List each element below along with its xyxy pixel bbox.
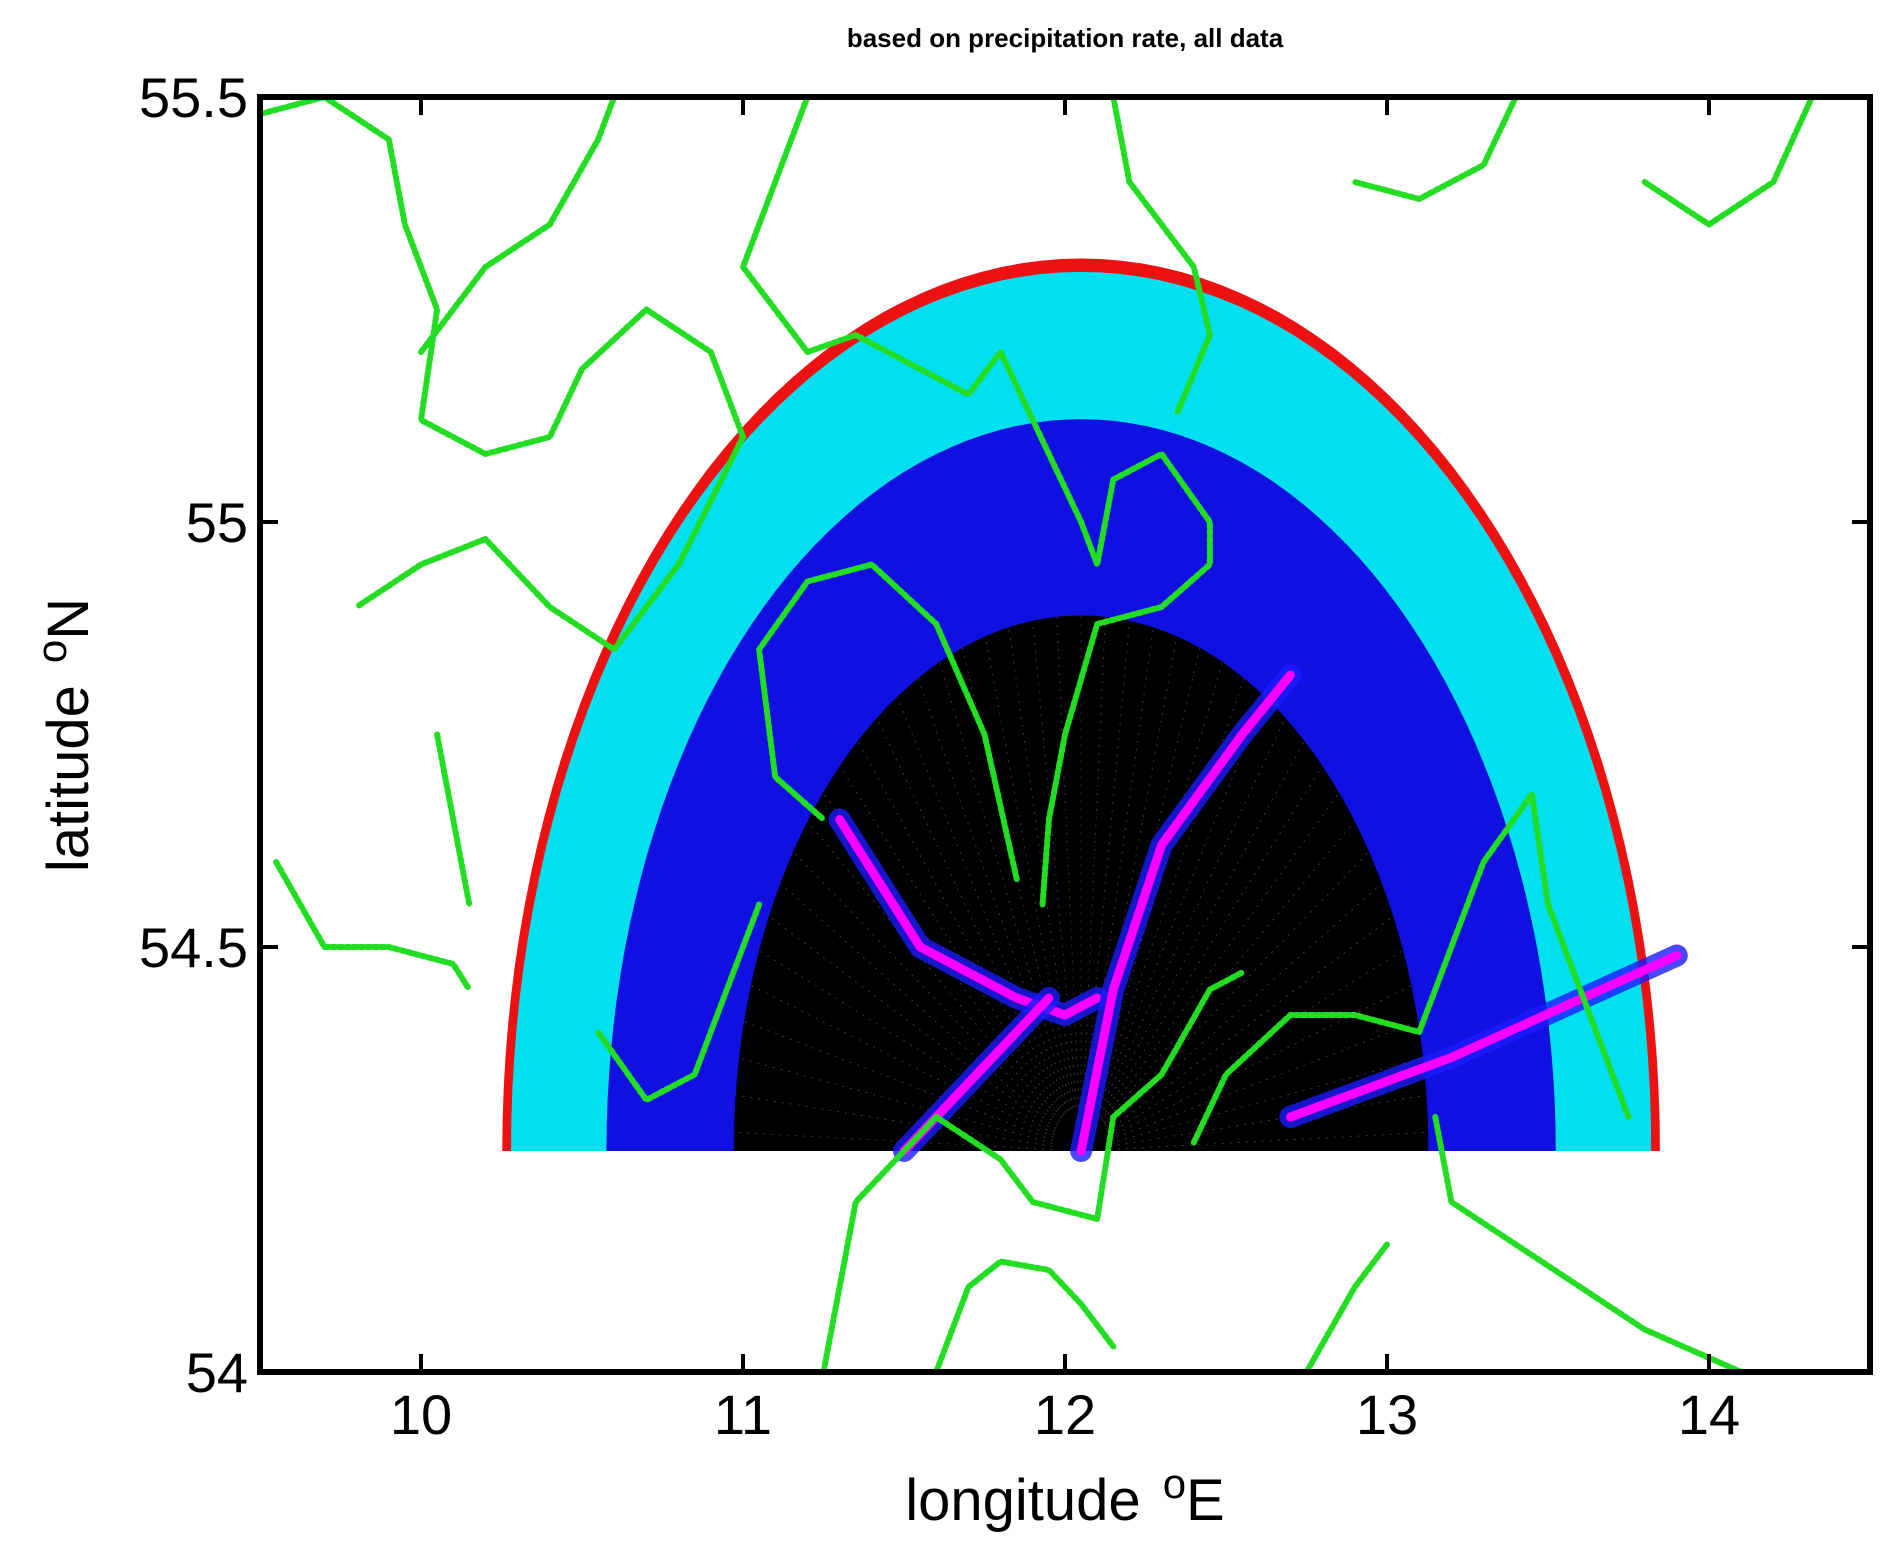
axis-ticks: 10 11 12 13 14 54 54.5 55 55.5 — [139, 66, 1870, 1446]
coastline — [1110, 94, 1213, 415]
coastlines — [257, 94, 1815, 1375]
radar-beam — [876, 717, 1065, 1116]
y-axis-label: latitude — [36, 685, 101, 872]
coastline — [933, 1258, 1117, 1375]
radar-beam — [839, 765, 1062, 1120]
radar-beam — [1056, 616, 1080, 1107]
radar-beam — [733, 1131, 1053, 1150]
radar-beam — [1108, 985, 1412, 1138]
x-tick-label: 12 — [1034, 1383, 1096, 1446]
coastline — [1432, 1114, 1745, 1375]
coastline — [434, 731, 473, 908]
radar-beam — [1102, 792, 1340, 1122]
y-tick-label: 54 — [186, 1341, 248, 1404]
radar-beam — [807, 820, 1059, 1124]
y-tick-label: 54.5 — [139, 916, 248, 979]
radar-beam — [1084, 620, 1130, 1107]
y-axis-title: latitude oN — [28, 598, 101, 872]
coastline — [1351, 94, 1519, 202]
radar-beam — [1107, 949, 1404, 1135]
radar-beam — [1095, 696, 1266, 1114]
radar-beam — [1105, 882, 1383, 1130]
radar-beam — [1109, 1131, 1429, 1150]
radar-beam — [735, 1094, 1053, 1147]
ship-track — [1076, 670, 1295, 1156]
coastline — [1303, 1241, 1390, 1375]
radar-beam — [939, 661, 1070, 1111]
coastline — [740, 94, 1213, 908]
coastline — [1641, 94, 1815, 228]
x-tick-label: 11 — [714, 1383, 772, 1446]
y-tick-label: 55 — [186, 491, 248, 554]
radar-beam — [1100, 765, 1323, 1120]
ship-track — [1285, 951, 1682, 1122]
radar-beam — [1109, 1094, 1427, 1147]
chart-title: based on precipitation rate, all data — [847, 23, 1284, 53]
y-axis-degree-sup: o — [28, 640, 75, 663]
coastline — [820, 969, 1246, 1375]
coastline — [418, 94, 618, 355]
radar-beam — [1097, 717, 1286, 1116]
x-axis-title: longitude oE — [905, 1460, 1224, 1533]
radar-beam — [779, 882, 1057, 1130]
radar-range-bands — [502, 258, 1660, 1151]
coastline — [257, 94, 746, 653]
radar-beam — [1082, 616, 1106, 1107]
radar-beam — [896, 696, 1067, 1114]
coastline — [756, 561, 1020, 882]
plot-area: 10 11 12 13 14 54 54.5 55 55.5 — [139, 66, 1873, 1446]
ship-track — [835, 815, 1102, 1020]
x-tick-label: 13 — [1356, 1383, 1418, 1446]
coastline — [595, 901, 763, 1103]
coastline — [273, 859, 473, 993]
range-band-black — [733, 615, 1429, 1151]
x-axis-unit: E — [1186, 1468, 1225, 1533]
radar-beam — [1103, 820, 1356, 1124]
radar-beam — [1032, 620, 1078, 1107]
x-axis-label: longitude — [905, 1468, 1140, 1533]
radar-beam — [750, 985, 1054, 1138]
y-tick-label: 55.5 — [139, 66, 248, 129]
coastline — [1190, 791, 1632, 1146]
radar-beam — [758, 949, 1055, 1135]
radar-beam — [1008, 627, 1076, 1108]
x-tick-label: 14 — [1678, 1383, 1740, 1446]
x-tick-label: 10 — [390, 1383, 452, 1446]
x-axis-degree-sup: o — [1163, 1460, 1186, 1507]
y-axis-unit: N — [36, 598, 101, 640]
